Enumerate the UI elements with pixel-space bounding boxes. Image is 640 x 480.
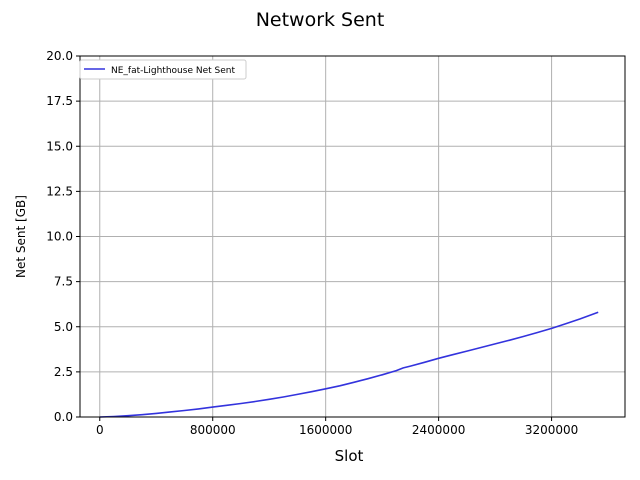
y-tick-label: 15.0 bbox=[46, 139, 73, 153]
y-tick-label: 10.0 bbox=[46, 230, 73, 244]
y-tick-label: 20.0 bbox=[46, 49, 73, 63]
y-tick-label: 2.5 bbox=[54, 365, 73, 379]
x-axis-label: Slot bbox=[335, 447, 364, 465]
y-tick-label: 12.5 bbox=[46, 184, 73, 198]
y-axis-label: Net Sent [GB] bbox=[14, 195, 28, 278]
legend: NE_fat-Lighthouse Net Sent bbox=[79, 59, 247, 80]
x-tick-label: 0 bbox=[96, 423, 104, 437]
y-tick-label: 7.5 bbox=[54, 275, 73, 289]
y-tick-label: 17.5 bbox=[46, 94, 73, 108]
series-line bbox=[99, 311, 599, 418]
y-tick-label: 5.0 bbox=[54, 320, 73, 334]
x-tick-label: 800000 bbox=[190, 423, 236, 437]
series-layer bbox=[99, 311, 599, 418]
x-axis: 0 800000 1600000 2400000 3200000 bbox=[96, 417, 578, 437]
y-axis: 0.0 2.5 5.0 7.5 10.0 12.5 15.0 17.5 20.0 bbox=[46, 49, 80, 424]
x-tick-label: 3200000 bbox=[525, 423, 578, 437]
x-tick-label: 2400000 bbox=[412, 423, 465, 437]
legend-box bbox=[79, 59, 247, 80]
x-tick-label: 1600000 bbox=[299, 423, 352, 437]
legend-label: NE_fat-Lighthouse Net Sent bbox=[111, 66, 235, 76]
y-tick-label: 0.0 bbox=[54, 410, 73, 424]
chart-title: Network Sent bbox=[256, 9, 385, 31]
